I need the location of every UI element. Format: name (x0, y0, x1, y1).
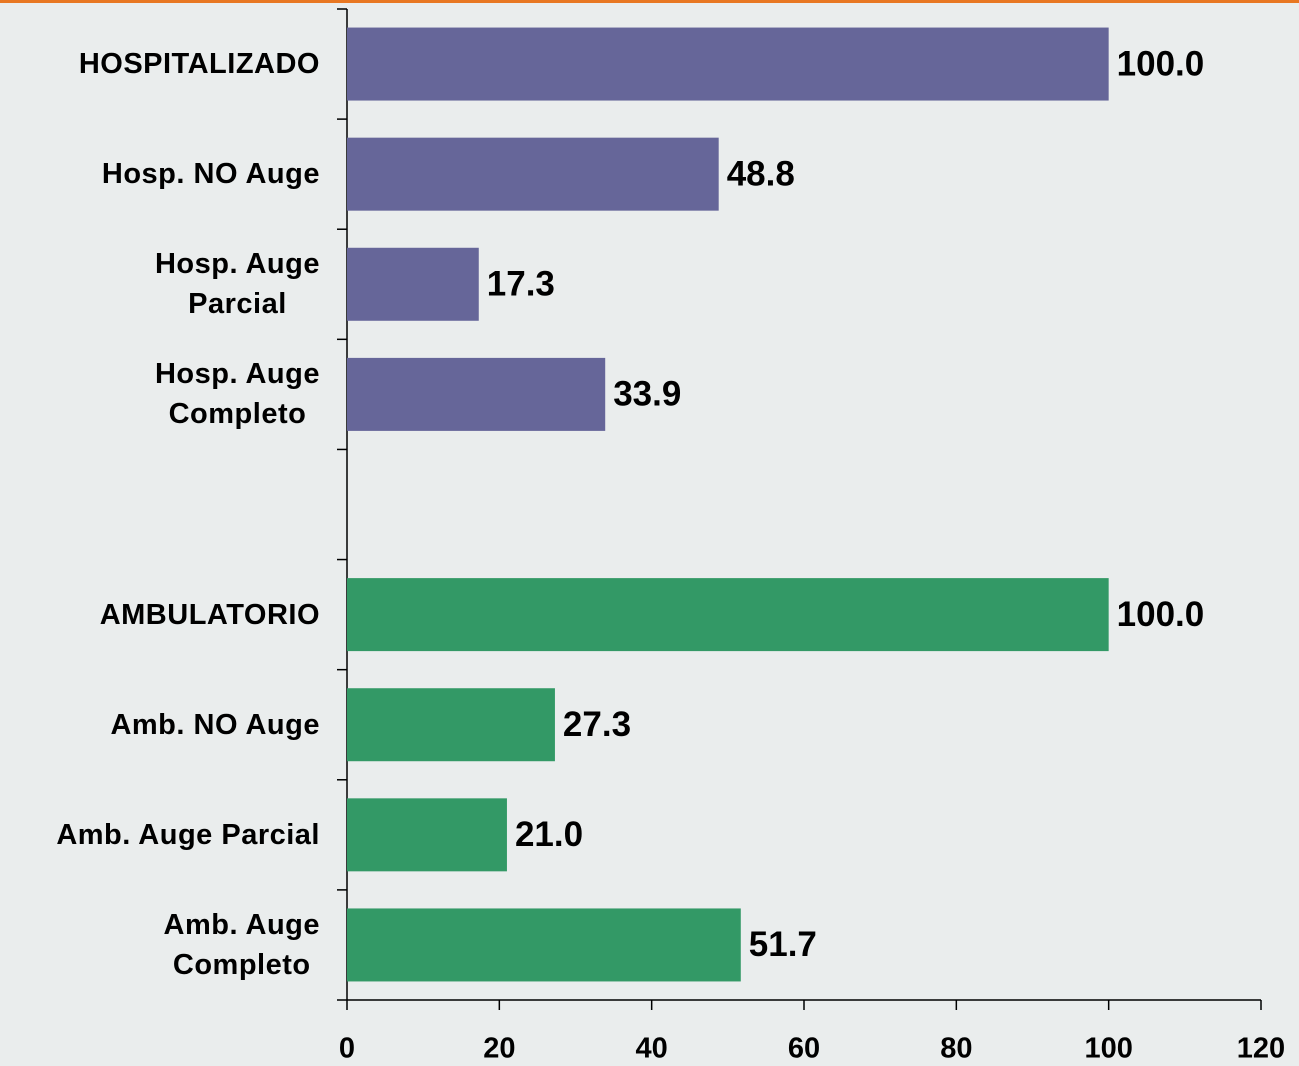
x-tick-label: 60 (788, 1033, 820, 1065)
bar (347, 908, 741, 982)
value-label: 33.9 (613, 375, 681, 414)
bar (347, 357, 606, 431)
x-tick-label: 0 (339, 1033, 355, 1065)
category-label: Hosp. Auge Completo (154, 358, 320, 431)
bar (347, 27, 1109, 101)
category-label: Hosp. Auge Parcial (154, 248, 320, 321)
bar (347, 247, 479, 321)
category-label: Amb. Auge Completo (163, 908, 320, 981)
value-label: 51.7 (749, 925, 817, 964)
bar (347, 798, 507, 872)
value-label: 100.0 (1117, 595, 1205, 634)
value-label: 17.3 (487, 265, 555, 304)
x-tick-label: 120 (1237, 1033, 1285, 1065)
bar (347, 137, 719, 211)
x-tick-label: 20 (483, 1033, 515, 1065)
top-rule (0, 0, 1299, 3)
value-label: 27.3 (563, 705, 631, 744)
x-tick-label: 40 (636, 1033, 668, 1065)
category-label: Amb. Auge Parcial (56, 818, 320, 851)
category-label: Amb. NO Auge (110, 708, 320, 741)
category-label: HOSPITALIZADO (78, 48, 320, 81)
bar (347, 688, 555, 762)
category-label: AMBULATORIO (99, 598, 320, 631)
category-label: Hosp. NO Auge (101, 158, 320, 191)
x-tick-label: 100 (1084, 1033, 1132, 1065)
value-label: 100.0 (1117, 44, 1205, 83)
value-label: 48.8 (727, 154, 795, 193)
value-label: 21.0 (515, 815, 583, 854)
x-tick-label: 80 (940, 1033, 972, 1065)
bar (347, 578, 1109, 652)
